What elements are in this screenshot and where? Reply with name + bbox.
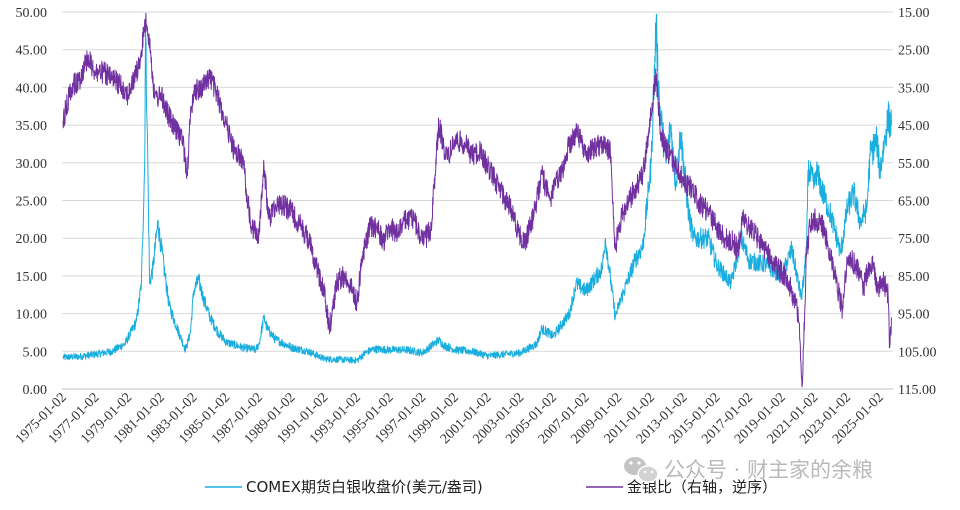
right-tick-label: 105.00 [898, 345, 937, 360]
right-tick-label: 45.00 [898, 119, 930, 134]
left-tick-label: 30.00 [16, 157, 48, 172]
left-tick-label: 0.00 [23, 383, 48, 398]
right-tick-label: 15.00 [898, 6, 930, 21]
left-tick-label: 35.00 [16, 119, 48, 134]
wechat-icon [624, 457, 659, 483]
legend-label-silver: COMEX期货白银收盘价(美元/盎司) [246, 478, 483, 496]
left-tick-label: 40.00 [16, 81, 48, 96]
left-tick-label: 50.00 [16, 6, 48, 21]
grid-lines [62, 11, 893, 352]
right-tick-label: 35.00 [898, 81, 930, 96]
gold-silver-ratio-line [62, 12, 892, 388]
right-tick-label: 65.00 [898, 195, 930, 210]
left-axis-ticks: 0.00 5.00 10.00 15.00 20.00 25.00 30.00 35.00 40… [16, 6, 48, 398]
right-tick-label: 115.00 [898, 383, 936, 398]
right-tick-label: 85.00 [898, 270, 930, 285]
left-tick-label: 25.00 [16, 195, 48, 210]
right-tick-label: 95.00 [898, 308, 930, 323]
left-tick-label: 5.00 [23, 345, 48, 360]
watermark: 公众号 · 财主家的余粮 [624, 457, 873, 483]
right-tick-label: 55.00 [898, 157, 930, 172]
series-lines [62, 12, 892, 388]
silver-price-line [62, 13, 892, 364]
watermark-text: 公众号 · 财主家的余粮 [664, 458, 873, 482]
right-tick-label: 25.00 [898, 44, 930, 59]
left-tick-label: 15.00 [16, 270, 48, 285]
legend-label-ratio: 金银比（右轴，逆序） [627, 478, 777, 496]
left-tick-label: 20.00 [16, 232, 48, 247]
left-tick-label: 10.00 [16, 308, 48, 323]
legend: COMEX期货白银收盘价(美元/盎司) 金银比（右轴，逆序） [205, 478, 777, 496]
right-axis-ticks: 15.00 25.00 35.00 45.00 55.00 65.00 75.00 85.00… [898, 6, 937, 398]
x-axis-ticks: 1975-01-021977-01-021979-01-021981-01-02… [13, 390, 887, 447]
right-tick-label: 75.00 [898, 232, 930, 247]
left-tick-label: 45.00 [16, 44, 48, 59]
